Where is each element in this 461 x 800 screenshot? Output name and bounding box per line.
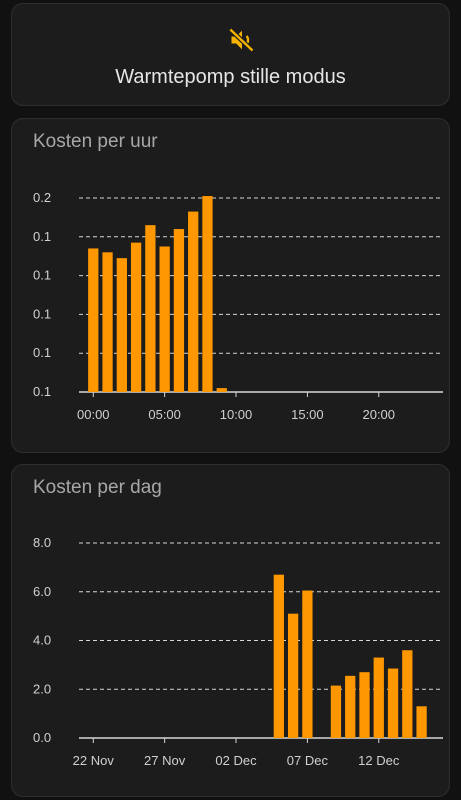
y-tick-label: 0.1 (33, 384, 51, 399)
bar[interactable] (130, 242, 142, 392)
x-tick-label: 22 Nov (73, 753, 115, 768)
quiet-mode-button[interactable]: Warmtepomp stille modus (11, 3, 450, 106)
x-tick-label: 00:00 (77, 407, 110, 422)
y-tick-label: 0.1 (33, 268, 51, 283)
y-tick-label: 2.0 (33, 681, 51, 696)
bar[interactable] (402, 650, 413, 738)
bar[interactable] (202, 196, 213, 392)
x-tick-label: 12 Dec (358, 753, 400, 768)
y-tick-label: 0.2 (33, 190, 51, 205)
x-tick-label: 05:00 (148, 407, 181, 422)
bar[interactable] (302, 590, 313, 738)
x-tick-label: 15:00 (291, 407, 324, 422)
x-tick-label: 02 Dec (215, 753, 257, 768)
bar[interactable] (345, 675, 356, 738)
y-tick-label: 6.0 (33, 584, 51, 599)
hourly-cost-title: Kosten per uur (33, 131, 158, 152)
bar[interactable] (287, 613, 299, 738)
bar[interactable] (145, 225, 156, 392)
x-tick-label: 10:00 (220, 407, 253, 422)
x-tick-label: 27 Nov (144, 753, 186, 768)
bar[interactable] (387, 668, 399, 738)
y-tick-label: 0.1 (33, 306, 51, 321)
bar[interactable] (188, 211, 199, 392)
volume-off-icon (228, 27, 255, 53)
x-tick-label: 07 Dec (287, 753, 329, 768)
hourly-cost-chart: 0.2 0.1 0.1 0.1 0.1 0.1 00:00 05:00 10:00 15:00 20… (33, 190, 443, 422)
bar[interactable] (88, 248, 99, 392)
daily-cost-title: Kosten per dag (33, 477, 162, 498)
y-tick-label: 0.0 (33, 730, 51, 745)
bar[interactable] (330, 685, 342, 738)
bar[interactable] (273, 574, 284, 738)
quiet-mode-label: Warmtepomp stille modus (115, 66, 346, 88)
y-tick-label: 0.1 (33, 229, 51, 244)
y-tick-label: 4.0 (33, 633, 51, 648)
x-tick-label: 20:00 (362, 407, 395, 422)
bar[interactable] (116, 258, 127, 392)
hourly-cost-card: Kosten per uur 0.2 0.1 0.1 0.1 0.1 0.1 00:00 05… (11, 118, 450, 453)
bar[interactable] (373, 657, 384, 738)
bar[interactable] (159, 246, 170, 393)
daily-cost-card: Kosten per dag 8.0 6.0 4.0 2.0 0.0 22 Nov 27 N… (11, 464, 450, 797)
bar[interactable] (416, 706, 427, 738)
bar[interactable] (216, 388, 227, 392)
y-tick-label: 8.0 (33, 535, 51, 550)
bar[interactable] (359, 672, 370, 738)
daily-cost-chart: 8.0 6.0 4.0 2.0 0.0 22 Nov 27 Nov 02 Dec 07 Dec 1… (33, 535, 443, 768)
bar[interactable] (102, 252, 113, 392)
y-tick-label: 0.1 (33, 345, 51, 360)
bar[interactable] (173, 229, 185, 392)
